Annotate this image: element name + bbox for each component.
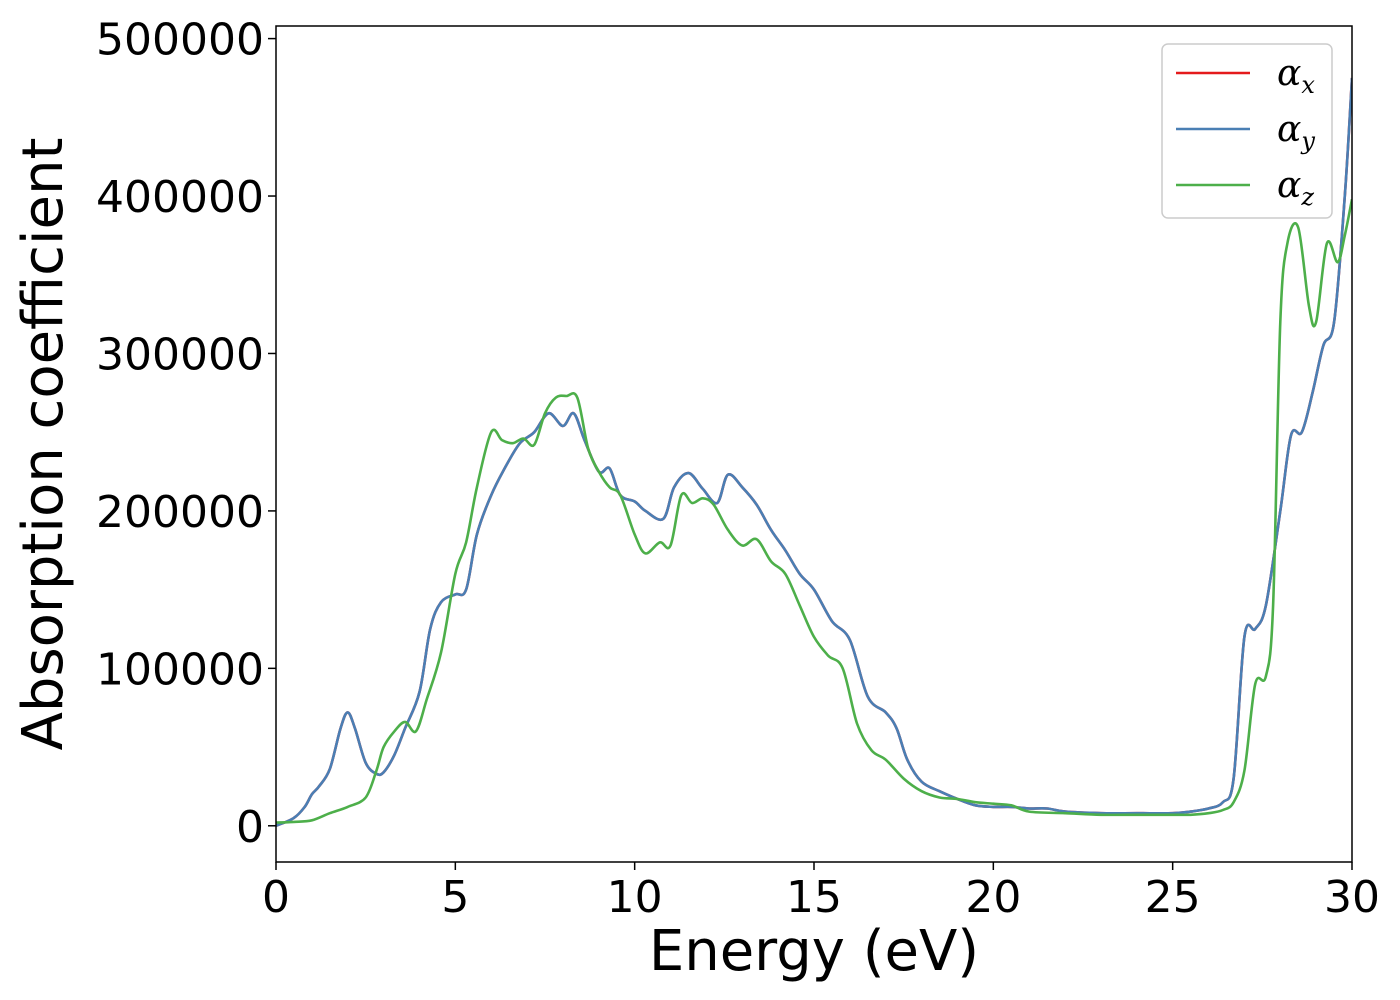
y-tick-label: 300000 xyxy=(96,329,264,380)
legend: αx αy αz xyxy=(1161,43,1333,219)
y-tick-label: 100000 xyxy=(96,644,264,695)
x-axis-label: Energy (eV) xyxy=(649,919,979,984)
x-tick-label: 20 xyxy=(965,872,1021,923)
x-tick-label: 10 xyxy=(607,872,663,923)
x-axis: 0 5 10 15 20 25 30 xyxy=(262,862,1380,923)
x-tick-label: 15 xyxy=(786,872,842,923)
x-tick-label: 5 xyxy=(441,872,469,923)
legend-box xyxy=(1161,43,1333,219)
x-tick-label: 0 xyxy=(262,872,290,923)
series-line-alpha-z xyxy=(276,198,1352,824)
y-axis: 0 100000 200000 300000 400000 500000 xyxy=(96,15,276,853)
y-tick-label: 500000 xyxy=(96,15,264,66)
legend-label-alpha-y: αy xyxy=(1277,109,1315,155)
x-tick-label: 25 xyxy=(1145,872,1201,923)
legend-label-alpha-z: αz xyxy=(1277,165,1314,211)
x-tick-label: 30 xyxy=(1324,872,1380,923)
y-tick-label: 200000 xyxy=(96,487,264,538)
legend-label-alpha-x: αx xyxy=(1277,53,1315,99)
series-line-alpha-y xyxy=(276,77,1352,828)
series-lines xyxy=(276,77,1352,828)
y-axis-label: Absorption coefficient xyxy=(11,138,76,751)
y-tick-label: 400000 xyxy=(96,172,264,223)
y-tick-label: 0 xyxy=(236,802,264,853)
